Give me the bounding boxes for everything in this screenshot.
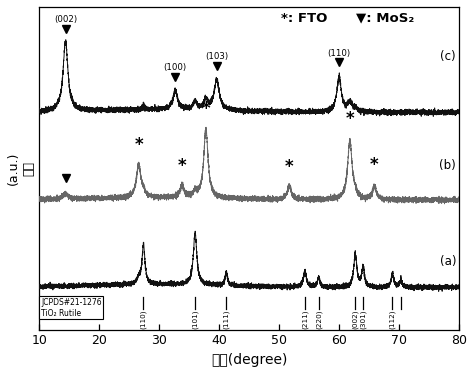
Y-axis label: (a.u.)
强度: (a.u.) 强度: [7, 151, 35, 185]
Text: *: *: [285, 159, 293, 177]
Text: *: *: [370, 156, 379, 174]
Text: (301): (301): [360, 310, 366, 329]
Text: (112): (112): [389, 310, 396, 329]
X-axis label: 角度(degree): 角度(degree): [211, 353, 287, 367]
Text: (220): (220): [315, 310, 322, 329]
Text: (211): (211): [301, 310, 308, 329]
Text: (c): (c): [440, 50, 456, 63]
Text: *: *: [346, 110, 354, 128]
Text: JCPDS#21-1276
TiO₂ Rutile: JCPDS#21-1276 TiO₂ Rutile: [41, 298, 101, 318]
Text: (002): (002): [352, 310, 358, 329]
Text: *: FTO: *: FTO: [281, 12, 327, 25]
Text: (111): (111): [223, 310, 229, 329]
Text: (110): (110): [140, 310, 147, 329]
Text: (002): (002): [54, 15, 77, 24]
Text: *: *: [178, 157, 186, 175]
Text: (101): (101): [192, 310, 198, 329]
Text: (110): (110): [328, 49, 351, 58]
Text: (b): (b): [439, 159, 456, 172]
Text: *: *: [135, 135, 143, 153]
Text: (100): (100): [164, 63, 187, 72]
Text: ▼: MoS₂: ▼: MoS₂: [356, 12, 414, 25]
Text: (103): (103): [205, 52, 228, 61]
Text: *: *: [201, 100, 210, 118]
Text: (a): (a): [439, 255, 456, 268]
